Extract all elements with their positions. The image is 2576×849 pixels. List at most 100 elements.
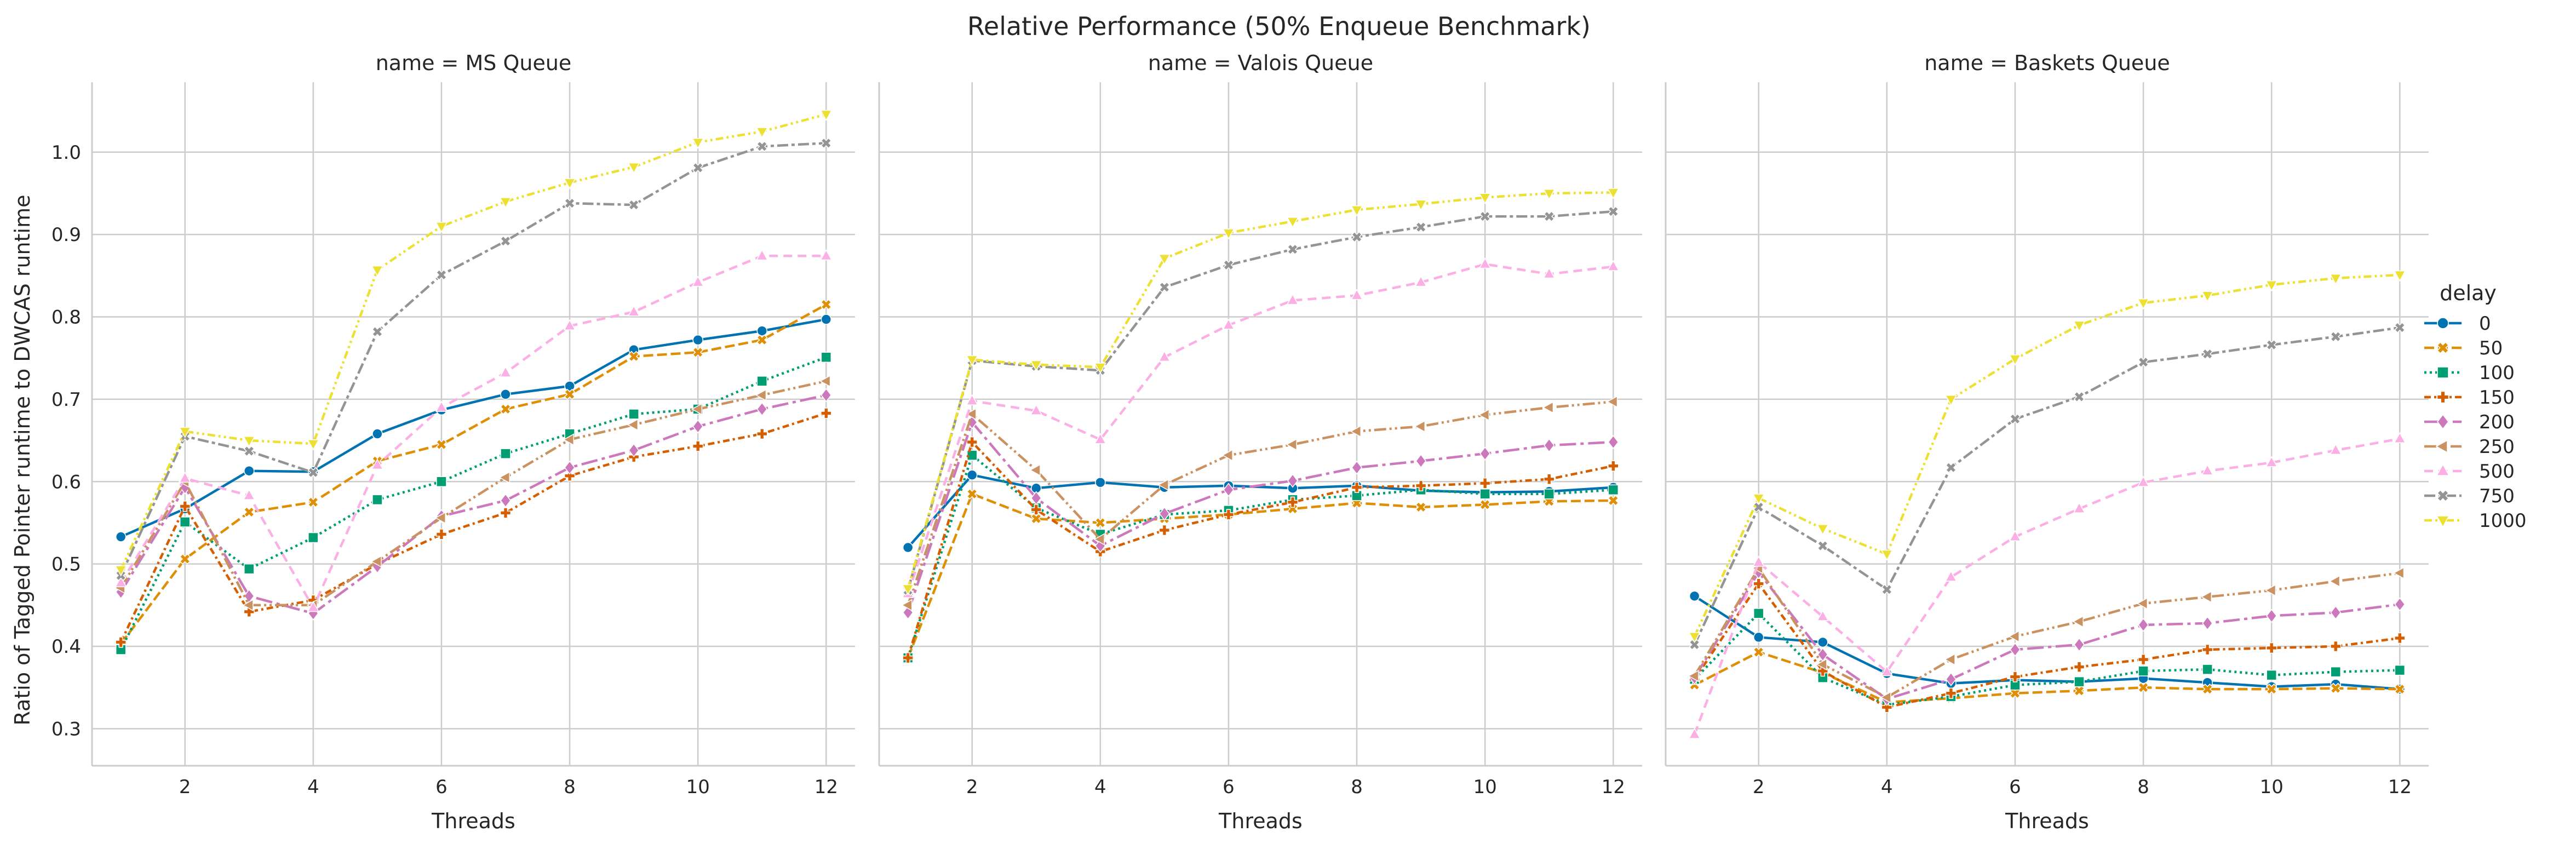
panel-title: name = MS Queue — [376, 51, 572, 75]
data-point — [308, 532, 319, 543]
data-point — [1944, 570, 1958, 582]
data-point — [564, 381, 575, 392]
data-point — [2201, 291, 2214, 302]
legend-marker — [2437, 317, 2449, 329]
x-tick-label: 8 — [1351, 776, 1363, 798]
data-point — [965, 408, 977, 421]
data-point — [2201, 683, 2213, 695]
data-point — [1414, 420, 1426, 433]
data-point — [692, 162, 704, 174]
data-point — [1158, 254, 1171, 266]
panels: name = MS Queue 2 4 6 8 10 12 Threads 0.3 0.4 0.5 0… — [51, 51, 2429, 833]
data-point — [1689, 590, 1700, 602]
data-point — [435, 269, 447, 281]
data-point — [1543, 189, 1556, 200]
data-point — [563, 319, 576, 331]
series-250 — [114, 375, 831, 611]
data-point — [243, 445, 255, 457]
data-point — [2394, 683, 2406, 695]
data-point — [2137, 299, 2150, 310]
series-200 — [1689, 565, 2406, 707]
data-point — [821, 299, 832, 311]
data-point — [115, 531, 127, 542]
panel-title: name = Valois Queue — [1148, 51, 1373, 75]
data-point — [1607, 260, 1620, 271]
data-point — [1608, 495, 1619, 507]
data-point — [1479, 446, 1491, 461]
data-point — [1608, 205, 1619, 217]
data-point — [1479, 193, 1491, 204]
y-tick-label: 0.4 — [51, 636, 81, 658]
data-point — [821, 388, 832, 403]
x-tick-label: 6 — [1223, 776, 1235, 798]
data-point — [1881, 702, 1893, 713]
data-point — [2137, 653, 2149, 666]
series-250 — [1688, 561, 2405, 704]
y-tick-label: 0.9 — [51, 224, 81, 246]
data-point — [371, 265, 384, 277]
data-point — [1415, 221, 1427, 233]
series-750 — [115, 137, 832, 581]
legend-item-0: 0 — [2424, 313, 2491, 335]
data-point — [1944, 653, 1955, 666]
x-axis-label: Threads — [431, 809, 515, 833]
data-point — [500, 236, 512, 247]
data-point — [2266, 669, 2277, 681]
data-point — [1030, 513, 1042, 525]
data-point — [1223, 259, 1235, 271]
data-point — [435, 400, 448, 412]
legend-item-500: 500 — [2424, 461, 2515, 483]
series-1000 — [114, 110, 833, 577]
data-point — [2266, 683, 2277, 695]
data-point — [564, 460, 576, 475]
data-point — [1415, 480, 1427, 491]
data-point — [627, 305, 640, 317]
data-point — [1287, 496, 1299, 508]
data-point — [563, 178, 576, 190]
data-point — [1816, 524, 1829, 536]
data-point — [2137, 357, 2149, 368]
data-point — [966, 488, 978, 500]
data-point — [2009, 413, 2021, 425]
data-point — [1158, 350, 1171, 362]
data-point — [2138, 617, 2149, 632]
data-point — [1222, 228, 1235, 240]
data-point — [1753, 608, 1764, 619]
data-point — [2328, 575, 2340, 588]
data-point — [821, 352, 832, 363]
data-point — [756, 127, 768, 139]
data-point — [2330, 273, 2342, 285]
legend-item-1000: 1000 — [2424, 510, 2527, 532]
legend-item-250: 250 — [2424, 436, 2515, 458]
data-point — [1286, 217, 1299, 228]
x-tick-label: 6 — [2009, 776, 2021, 798]
legend-label: 100 — [2479, 362, 2515, 384]
data-point — [499, 366, 512, 377]
legend-label: 0 — [2479, 313, 2491, 335]
data-point — [1415, 454, 1427, 468]
legend-label: 50 — [2479, 337, 2503, 359]
series-line — [907, 191, 1614, 589]
data-point — [1753, 632, 1764, 643]
data-point — [2393, 566, 2405, 580]
series-0 — [115, 314, 832, 542]
data-point — [2266, 642, 2277, 654]
data-point — [500, 389, 511, 400]
data-point — [242, 599, 254, 611]
data-point — [563, 433, 575, 446]
data-point — [1350, 205, 1363, 217]
data-point — [1753, 646, 1764, 658]
legend-item-750: 750 — [2424, 485, 2515, 507]
data-point — [564, 197, 576, 209]
data-point — [244, 563, 255, 575]
data-point — [821, 314, 832, 325]
series-500 — [1688, 432, 2406, 739]
data-point — [1094, 363, 1107, 374]
series-line — [907, 263, 1614, 594]
data-point — [370, 555, 382, 568]
data-point — [179, 501, 191, 512]
data-point — [692, 334, 703, 346]
data-point — [1753, 578, 1764, 589]
series-line — [119, 113, 827, 571]
y-axis-label: Ratio of Tagged Pointer runtime to DWCAS… — [10, 195, 35, 726]
